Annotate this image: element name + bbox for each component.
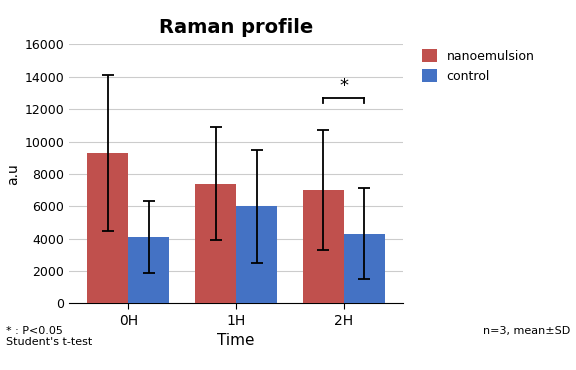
Y-axis label: a.u: a.u bbox=[6, 163, 20, 185]
Bar bbox=[303, 190, 344, 303]
Legend: nanoemulsion, control: nanoemulsion, control bbox=[416, 44, 540, 88]
Text: *: * bbox=[339, 77, 348, 95]
Title: Raman profile: Raman profile bbox=[159, 18, 313, 37]
Text: n=3, mean±SD: n=3, mean±SD bbox=[483, 326, 570, 336]
Bar bbox=[88, 153, 128, 303]
Bar bbox=[236, 206, 277, 303]
X-axis label: Time: Time bbox=[217, 333, 255, 349]
Bar bbox=[344, 234, 385, 303]
Text: * : P<0.05
Student's t-test: * : P<0.05 Student's t-test bbox=[6, 326, 92, 347]
Bar bbox=[128, 237, 169, 303]
Bar bbox=[195, 184, 236, 303]
